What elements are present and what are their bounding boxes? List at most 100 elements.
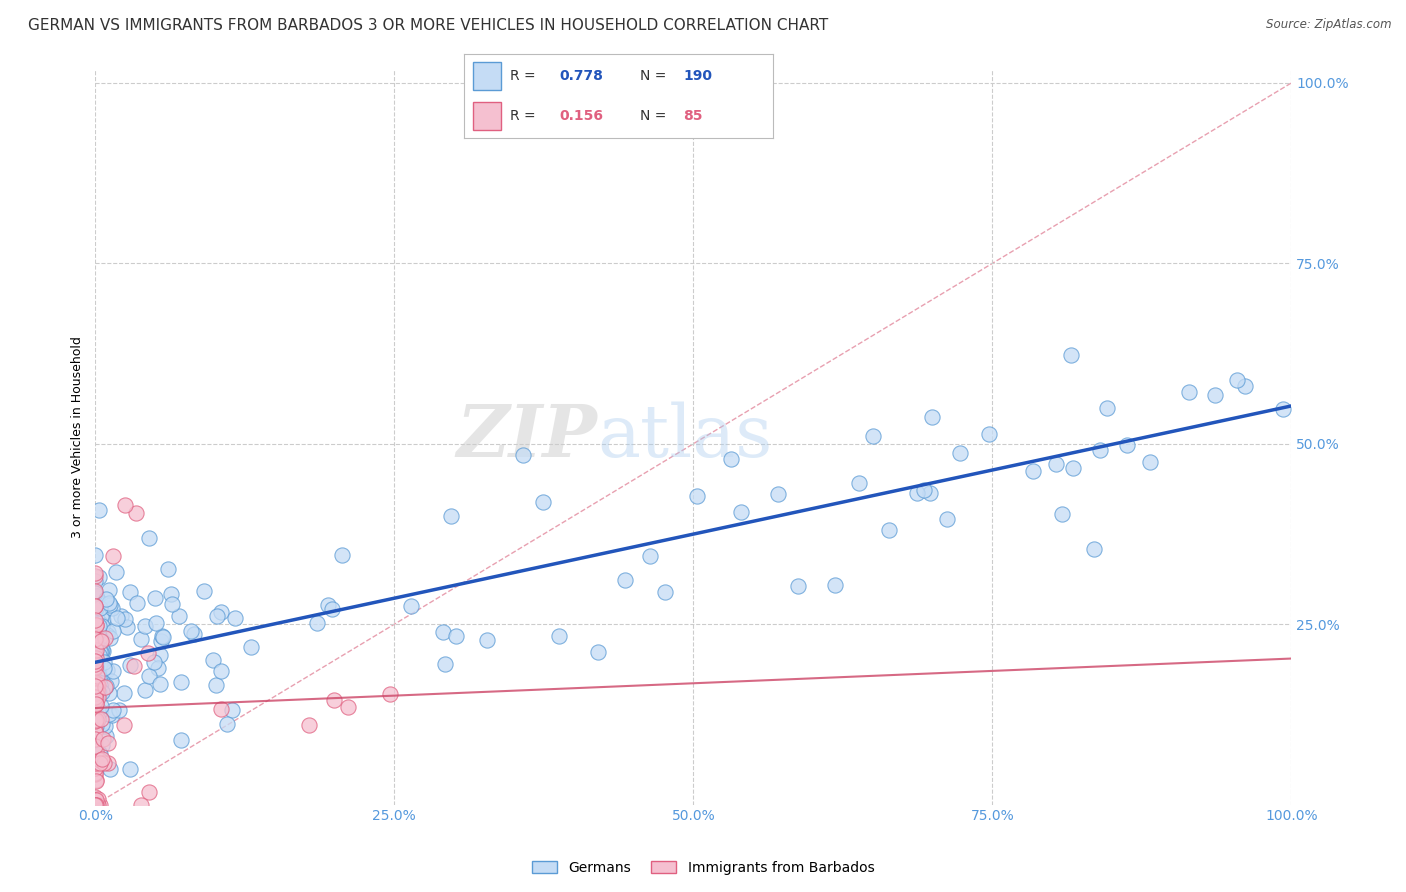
Point xyxy=(1233,379,1256,393)
Point xyxy=(84,743,107,757)
Point xyxy=(84,694,107,708)
Point xyxy=(90,752,112,766)
Point xyxy=(84,643,107,657)
Point xyxy=(87,635,110,649)
Point xyxy=(1083,541,1105,556)
Point xyxy=(84,670,107,684)
Point xyxy=(93,655,115,669)
Point xyxy=(98,707,121,722)
Point xyxy=(138,669,160,683)
Point xyxy=(170,674,193,689)
Point xyxy=(193,583,215,598)
Point xyxy=(84,766,107,780)
Point xyxy=(547,629,569,643)
Point xyxy=(87,797,110,812)
Point xyxy=(86,629,108,643)
Point xyxy=(84,586,107,600)
Point xyxy=(84,696,107,710)
Point xyxy=(84,633,107,648)
Point xyxy=(84,710,107,724)
Point xyxy=(149,677,172,691)
Point xyxy=(114,717,136,731)
Point xyxy=(100,673,122,688)
Point xyxy=(86,690,108,705)
Point xyxy=(920,486,942,500)
Point xyxy=(152,630,174,644)
Point xyxy=(84,657,107,671)
Point xyxy=(336,699,359,714)
Point xyxy=(586,645,609,659)
Point xyxy=(103,549,125,563)
Point xyxy=(84,761,107,775)
Point xyxy=(84,643,107,657)
Point xyxy=(84,793,107,807)
Point xyxy=(89,745,111,759)
Point xyxy=(84,679,107,693)
Point xyxy=(84,664,107,678)
Point xyxy=(205,609,228,624)
Point xyxy=(921,409,943,424)
Point xyxy=(1139,455,1161,469)
Point xyxy=(94,729,117,743)
Point xyxy=(905,485,928,500)
Point xyxy=(90,712,112,726)
Text: N =: N = xyxy=(640,69,671,83)
Point xyxy=(101,708,124,723)
Point xyxy=(84,655,107,669)
Point xyxy=(862,429,884,443)
Point xyxy=(101,703,124,717)
Point xyxy=(224,611,246,625)
Point xyxy=(86,712,108,726)
Point xyxy=(98,631,121,645)
Point xyxy=(298,718,321,732)
Point xyxy=(93,664,115,678)
Point xyxy=(84,681,107,695)
Point xyxy=(84,797,107,812)
Point xyxy=(134,683,156,698)
Point xyxy=(98,762,121,776)
Point xyxy=(84,660,107,674)
Point xyxy=(321,602,343,616)
Point xyxy=(150,629,173,643)
Point xyxy=(84,774,107,789)
Point xyxy=(98,599,121,613)
Point xyxy=(86,591,108,605)
Point xyxy=(1116,438,1139,452)
Point xyxy=(84,720,107,734)
Point xyxy=(531,494,554,508)
Point xyxy=(475,632,498,647)
Point xyxy=(84,651,107,665)
Point xyxy=(1050,507,1073,521)
Point xyxy=(1204,388,1226,402)
Point xyxy=(654,585,676,599)
Point xyxy=(84,644,107,658)
Point xyxy=(444,629,467,643)
Legend: Germans, Immigrants from Barbados: Germans, Immigrants from Barbados xyxy=(526,855,880,880)
Point xyxy=(84,734,107,748)
Point xyxy=(84,599,107,614)
Point xyxy=(87,684,110,698)
Point xyxy=(90,619,112,633)
Point xyxy=(110,609,132,624)
Point xyxy=(84,739,107,753)
Point xyxy=(209,606,232,620)
Point xyxy=(146,660,169,674)
Point xyxy=(84,613,107,627)
Point xyxy=(94,680,117,694)
Point xyxy=(107,703,129,717)
Point xyxy=(84,797,107,812)
Point xyxy=(87,651,110,665)
Point xyxy=(97,625,120,640)
Point xyxy=(84,756,107,771)
Point xyxy=(86,665,108,680)
Point xyxy=(97,756,120,770)
Point xyxy=(720,452,742,467)
Point xyxy=(84,670,107,684)
Point xyxy=(156,562,179,576)
Point xyxy=(118,657,141,672)
Point xyxy=(84,766,107,780)
Point xyxy=(138,531,160,545)
Point xyxy=(433,657,456,672)
Point xyxy=(84,569,107,583)
Point xyxy=(159,587,181,601)
